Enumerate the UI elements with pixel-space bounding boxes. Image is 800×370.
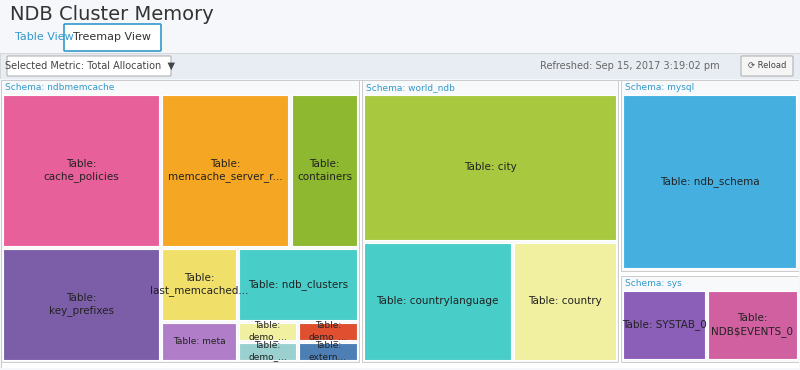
Bar: [1, 80, 359, 362]
Bar: [364, 243, 511, 360]
FancyBboxPatch shape: [7, 56, 171, 76]
Bar: [3, 249, 159, 360]
Text: Schema: world_ndb: Schema: world_ndb: [366, 83, 455, 92]
Text: Table:
demo_...: Table: demo_...: [248, 322, 287, 342]
Text: Refreshed: Sep 15, 2017 3:19:02 pm: Refreshed: Sep 15, 2017 3:19:02 pm: [540, 61, 720, 71]
Text: Table:
extern...: Table: extern...: [309, 342, 347, 361]
Text: Table: ndb_schema: Table: ndb_schema: [660, 176, 759, 187]
Bar: [299, 343, 357, 360]
FancyBboxPatch shape: [741, 56, 793, 76]
Text: Table:
key_prefixes: Table: key_prefixes: [49, 293, 114, 316]
Bar: [162, 95, 288, 246]
Text: Table:
NDB$EVENTS_0: Table: NDB$EVENTS_0: [711, 313, 794, 337]
Text: NDB Cluster Memory: NDB Cluster Memory: [10, 5, 214, 24]
Text: Table View: Table View: [15, 32, 74, 42]
Text: Schema: ndbmemcache: Schema: ndbmemcache: [5, 83, 114, 92]
Bar: [514, 243, 616, 360]
Text: Table: meta: Table: meta: [173, 337, 226, 346]
Bar: [292, 95, 357, 246]
Bar: [623, 95, 796, 268]
Bar: [239, 323, 296, 340]
Text: ⟳ Reload: ⟳ Reload: [748, 61, 786, 71]
Text: Table: ndb_clusters: Table: ndb_clusters: [248, 279, 348, 290]
Bar: [621, 276, 799, 362]
Text: Treemap View: Treemap View: [73, 32, 151, 42]
Text: Schema: sys: Schema: sys: [625, 279, 682, 288]
Bar: [239, 249, 357, 320]
Bar: [362, 80, 618, 362]
Text: Table: countrylanguage: Table: countrylanguage: [376, 296, 498, 306]
Bar: [623, 291, 705, 359]
FancyBboxPatch shape: [64, 24, 161, 51]
Bar: [162, 323, 236, 360]
Bar: [299, 323, 357, 340]
Text: Table:
demo_...: Table: demo_...: [248, 342, 287, 361]
Text: Table:
containers: Table: containers: [297, 159, 352, 182]
Bar: [621, 80, 799, 271]
Text: Table:
demo_...: Table: demo_...: [309, 322, 347, 342]
Text: Table:
last_memcached...: Table: last_memcached...: [150, 273, 248, 296]
Text: Table:
cache_policies: Table: cache_policies: [43, 159, 119, 182]
Text: Selected Metric: Total Allocation  ▼: Selected Metric: Total Allocation ▼: [5, 61, 175, 71]
Bar: [364, 95, 616, 240]
Bar: [708, 291, 797, 359]
Text: Table:
memcache_server_r...: Table: memcache_server_r...: [168, 159, 282, 182]
Bar: [239, 343, 296, 360]
Bar: [162, 249, 236, 320]
Text: Table: SYSTAB_0: Table: SYSTAB_0: [622, 320, 706, 330]
Text: Table: city: Table: city: [464, 162, 516, 172]
Text: Table: country: Table: country: [528, 296, 602, 306]
Bar: [3, 95, 159, 246]
Text: Schema: mysql: Schema: mysql: [625, 83, 694, 92]
